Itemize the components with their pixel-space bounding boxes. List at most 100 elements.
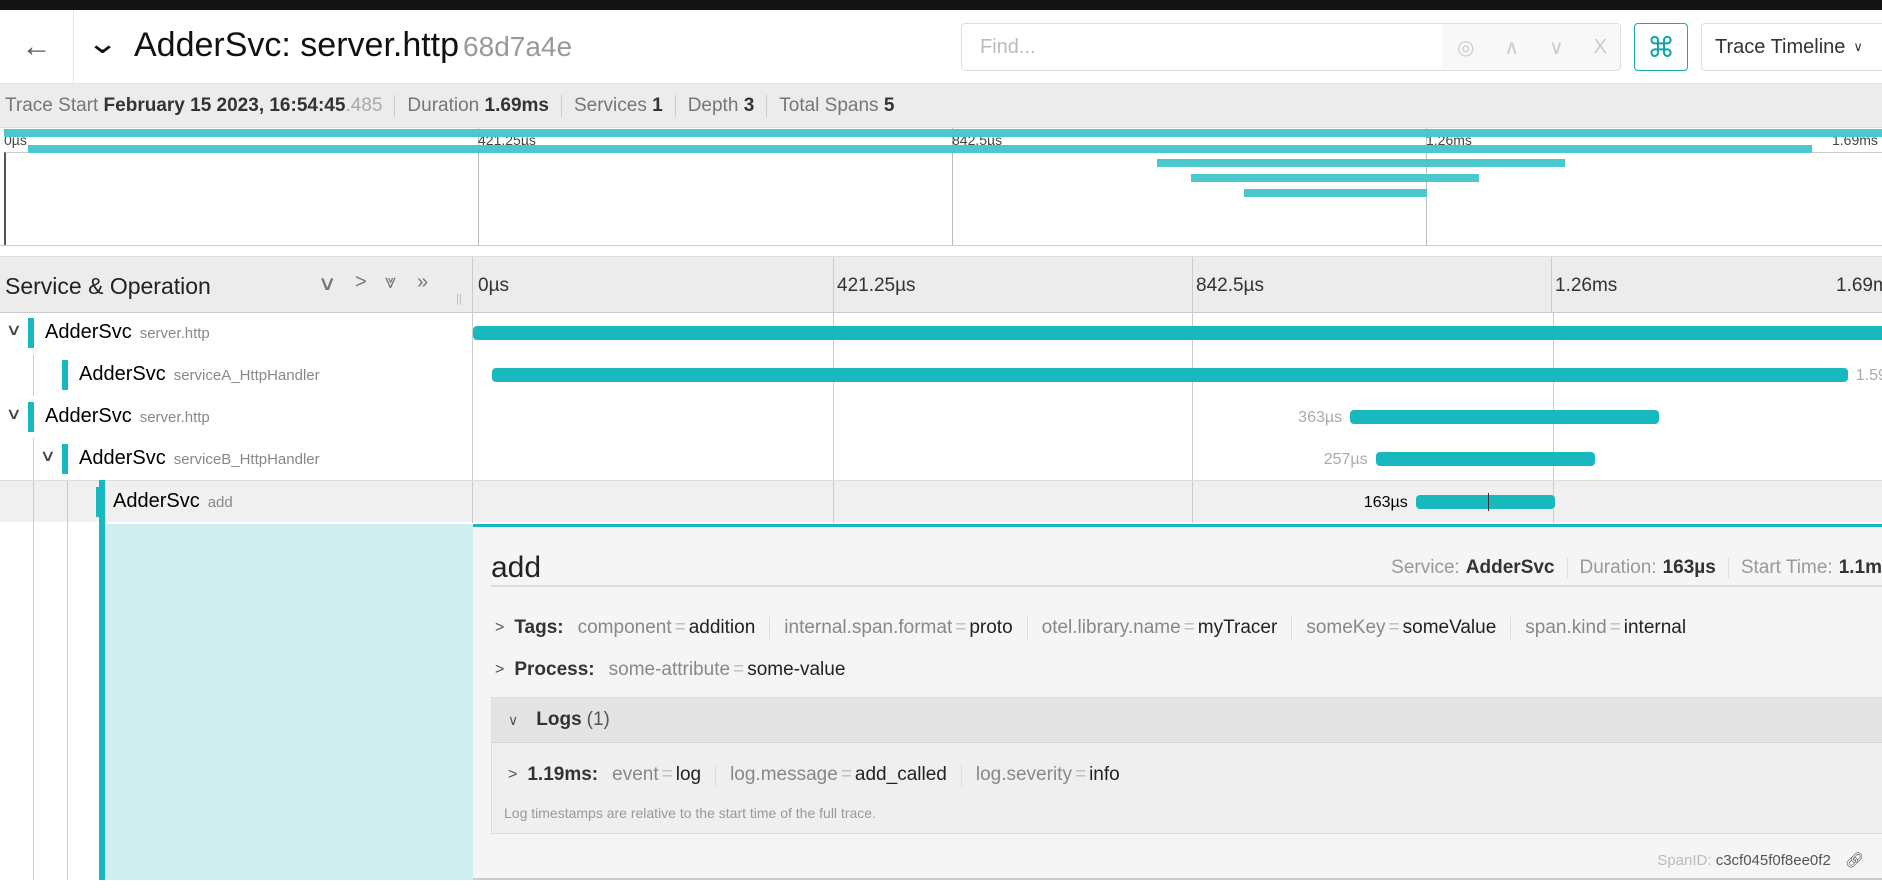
logs-header[interactable]: ∨ Logs (1) xyxy=(492,698,1882,743)
span-row[interactable]: AdderSvc serviceA_HttpHandler 1.59ms xyxy=(0,354,1882,396)
timeline-grid-line xyxy=(833,438,834,480)
span-bar[interactable] xyxy=(473,326,1882,340)
key-value: internal.span.format = proto xyxy=(755,617,1012,639)
keyboard-shortcuts-button[interactable]: ⌘ xyxy=(1634,23,1688,71)
kv-value: addition xyxy=(688,617,756,638)
service-color-bar xyxy=(28,402,34,432)
column-resize-handle[interactable]: || xyxy=(456,293,462,305)
span-detail: add Service: AdderSvc Duration: 163µs Star… xyxy=(473,524,1882,880)
trace-minimap[interactable]: 0µs 421.25µs 842.5µs 1.26ms 1.69ms xyxy=(0,128,1882,246)
column-title: Service & Operation xyxy=(5,273,211,299)
key-value: event = log xyxy=(612,764,701,786)
trace-start-label: Trace Start xyxy=(5,94,99,116)
timeline-grid-line xyxy=(1192,481,1193,523)
span-bar[interactable] xyxy=(1375,452,1595,466)
trace-title[interactable]: AdderSvc: server.http 68d7a4e xyxy=(134,26,572,65)
span-detail-meta: Service: AdderSvc Duration: 163µs Start Ti… xyxy=(1391,557,1882,579)
span-row[interactable]: AdderSvc add 163µs xyxy=(0,480,1882,523)
kv-key: otel.library.name xyxy=(1041,617,1181,638)
service-label: Service: xyxy=(1391,557,1460,578)
trace-title-text: AdderSvc: server.http xyxy=(134,26,460,64)
kv-value: info xyxy=(1089,764,1120,785)
equals: = xyxy=(661,764,673,785)
expand-one-button[interactable]: > xyxy=(355,271,367,293)
span-name-cell[interactable]: ∨ AdderSvc server.http xyxy=(0,312,473,354)
timeline-grid-line xyxy=(833,396,834,438)
chevron-down-icon[interactable]: ∨ xyxy=(5,322,23,339)
process-section[interactable]: > Process: some-attribute = some-value xyxy=(495,659,845,681)
tree-guide xyxy=(33,481,34,523)
tags-section[interactable]: > Tags: component = addition internal.span.… xyxy=(495,617,1686,639)
timeline-ticks: 0µs 421.25µs 842.5µs 1.26ms 1.69ms xyxy=(0,257,1882,313)
collapse-one-button[interactable]: ∨ xyxy=(317,273,337,295)
span-bar[interactable] xyxy=(1415,493,1555,511)
kv-value: proto xyxy=(969,617,1013,638)
chevron-down-icon[interactable]: ∨ xyxy=(39,448,57,465)
key-value: log.severity = info xyxy=(947,764,1120,786)
span-name-cell[interactable]: AdderSvc add xyxy=(0,481,473,523)
next-match-icon[interactable]: ∨ xyxy=(1549,36,1564,59)
service-name: AdderSvc xyxy=(113,490,200,512)
equals: = xyxy=(1388,617,1400,638)
service-value: AdderSvc xyxy=(1465,557,1555,578)
key-value: otel.library.name = myTracer xyxy=(1013,617,1278,639)
duration-value: 1.69ms xyxy=(484,94,549,116)
span-row[interactable]: ∨ AdderSvc server.http xyxy=(0,312,1882,354)
back-button[interactable]: ← xyxy=(0,10,74,84)
equals: = xyxy=(840,764,852,785)
trace-start-ms: .485 xyxy=(345,94,383,116)
minimap-tick-line xyxy=(1426,128,1427,245)
timeline-tick-line xyxy=(1551,257,1552,313)
span-bar[interactable] xyxy=(1350,410,1660,424)
span-row[interactable]: ∨ AdderSvc server.http 363µs xyxy=(0,396,1882,438)
process-label: Process: xyxy=(514,659,595,680)
start-time-value: 1.1m xyxy=(1838,557,1882,578)
expand-all-button[interactable]: » xyxy=(417,271,429,293)
kv-value: add_called xyxy=(854,764,947,785)
timeline-grid-line xyxy=(1192,396,1193,438)
trace-start-value: February 15 2023, 16:54:45 xyxy=(103,94,346,116)
span-name-cell[interactable]: ∨ AdderSvc server.http xyxy=(0,396,473,438)
span-service: AdderSvc server.http xyxy=(45,405,210,428)
trace-id: 68d7a4e xyxy=(463,31,573,62)
timeline-tick-label: 1.26ms xyxy=(1555,275,1618,296)
minimap-span-bar xyxy=(1190,174,1480,182)
timeline-tick-label: 421.25µs xyxy=(837,275,916,296)
locate-icon[interactable]: ◎ xyxy=(1456,36,1475,59)
kv-value: someValue xyxy=(1402,617,1497,638)
span-name-cell[interactable]: ∨ AdderSvc serviceB_HttpHandler xyxy=(0,438,473,480)
collapse-all-button[interactable]: ⩔ xyxy=(385,271,397,293)
chevron-down-icon[interactable]: ∨ xyxy=(5,406,23,423)
equals: = xyxy=(955,617,967,638)
span-row[interactable]: ∨ AdderSvc serviceB_HttpHandler 257µs xyxy=(0,438,1882,480)
timeline-grid-line xyxy=(833,481,834,523)
timeline-header: Service & Operation ∨ > ⩔ » || 0µs 421.25… xyxy=(0,256,1882,313)
duration-label: Duration: xyxy=(1579,557,1657,578)
view-select[interactable]: Trace Timeline ∨ xyxy=(1701,23,1882,71)
span-id-value: c3cf045f0f8ee0f2 xyxy=(1715,852,1831,869)
span-bar[interactable] xyxy=(491,368,1848,382)
span-service: AdderSvc add xyxy=(113,490,233,513)
clear-find-icon[interactable]: X xyxy=(1593,35,1607,58)
key-value: component = addition xyxy=(578,617,756,639)
equals: = xyxy=(1609,617,1621,638)
trace-summary: Trace Start February 15 2023, 16:54:45.4… xyxy=(0,84,1882,128)
operation-name: server.http xyxy=(139,325,210,342)
service-name: AdderSvc xyxy=(79,447,166,469)
span-detail-title: add xyxy=(491,551,542,584)
collapse-chevron-icon[interactable]: ⌄ xyxy=(86,27,119,60)
find-input[interactable] xyxy=(962,24,1442,70)
timeline-tick-label: 0µs xyxy=(478,275,510,296)
span-name-cell[interactable]: AdderSvc serviceA_HttpHandler xyxy=(0,354,473,396)
link-icon[interactable]: 🔗︎ xyxy=(1844,852,1864,869)
prev-match-icon[interactable]: ∧ xyxy=(1504,36,1520,59)
log-entry[interactable]: > 1.19ms: event = log log.message = add_calle… xyxy=(508,764,1120,786)
timeline-tick-label: 1.69ms xyxy=(1836,275,1882,296)
chevron-down-icon: ∨ xyxy=(1853,39,1863,54)
span-duration-label: 363µs xyxy=(1298,409,1343,426)
chevron-right-icon: > xyxy=(495,619,505,636)
timeline-grid-line xyxy=(1192,438,1193,480)
service-color-bar xyxy=(28,318,34,348)
span-id: SpanID: c3cf045f0f8ee0f2 🔗︎ xyxy=(1657,851,1864,869)
